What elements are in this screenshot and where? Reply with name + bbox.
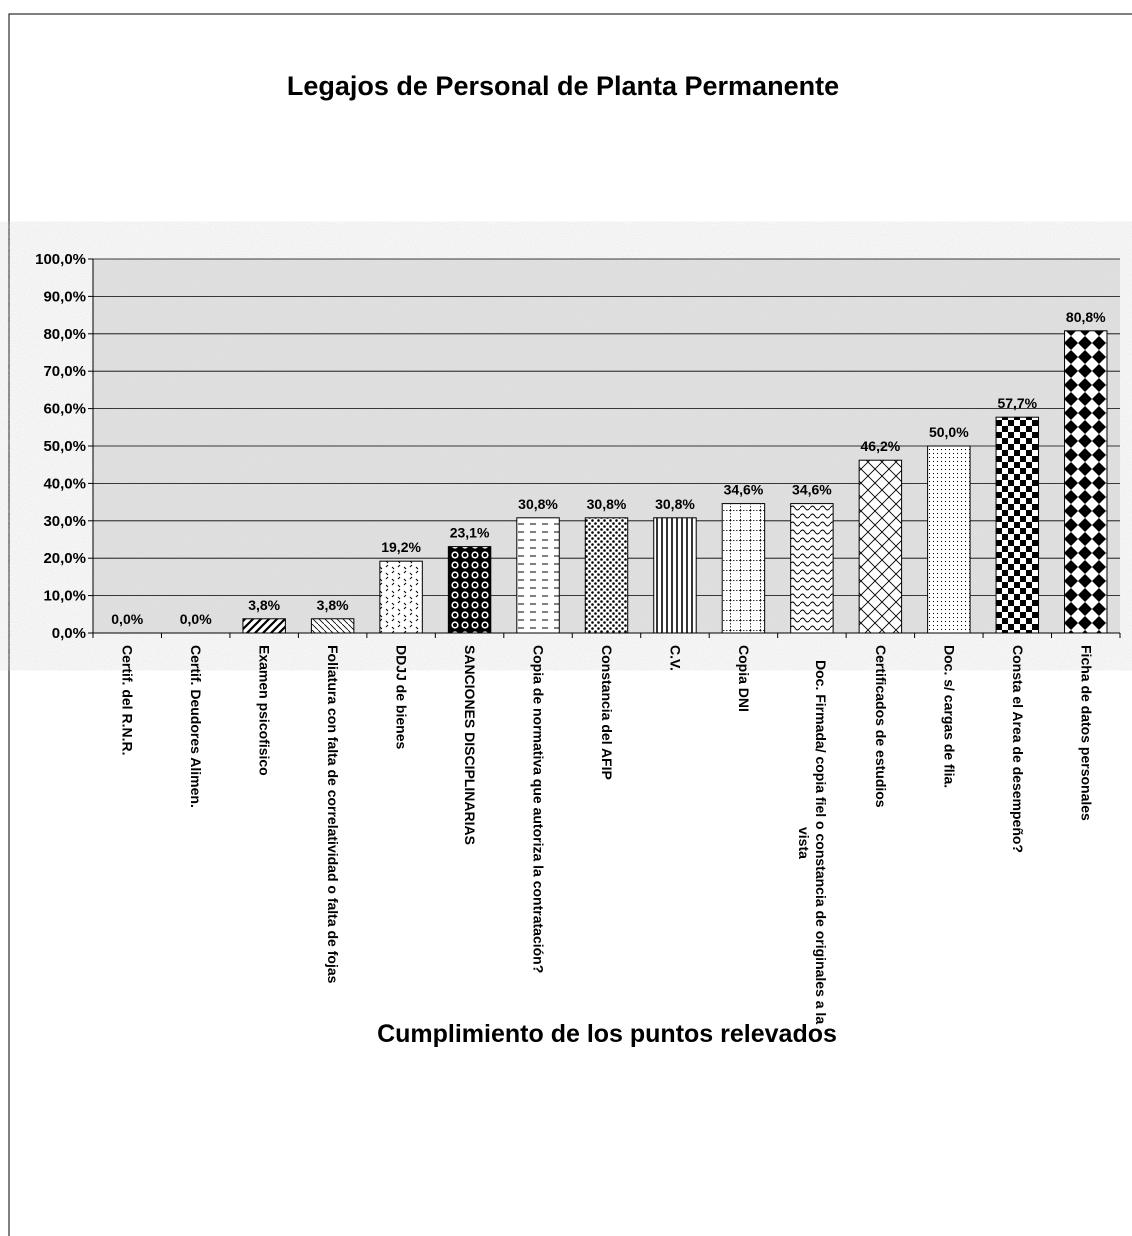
- value-label: 80,8%: [1066, 309, 1106, 325]
- bar: [858, 459, 903, 634]
- y-tick-label: 90,0%: [43, 288, 86, 305]
- y-tick-label: 30,0%: [43, 513, 86, 530]
- value-label: 30,8%: [518, 496, 558, 512]
- bar: [447, 546, 492, 634]
- bar: [242, 618, 286, 634]
- value-label: 50,0%: [929, 424, 969, 440]
- x-tick-label: DDJJ de bienes: [393, 645, 410, 750]
- value-label: 23,1%: [450, 525, 490, 541]
- x-tick-label: Certif. del R.N.R.: [119, 645, 136, 756]
- y-tick-label: 80,0%: [43, 326, 86, 343]
- x-tick-label: Certif. Deudores Alimen.: [188, 645, 205, 808]
- y-tick-label: 20,0%: [43, 550, 86, 567]
- bar: [721, 503, 766, 634]
- bar: [516, 517, 560, 634]
- x-axis-title: Cumplimiento de los puntos relevados: [377, 1020, 837, 1048]
- x-tick-label: Ficha de datos personales: [1078, 645, 1095, 821]
- y-tick-label: 60,0%: [43, 401, 86, 418]
- value-label: 3,8%: [317, 597, 349, 613]
- x-tick-label: Doc. s/ cargas de flia.: [941, 645, 958, 789]
- y-tick-label: 100,0%: [35, 251, 86, 268]
- value-label: 34,6%: [792, 482, 832, 498]
- x-tick-label: Copia de normativa que autoriza la contr…: [530, 645, 547, 974]
- value-label: 3,8%: [248, 597, 280, 613]
- x-tick-label: Doc. Firmada/ copia fiel o constancia de…: [795, 660, 829, 1025]
- value-label: 34,6%: [724, 482, 764, 498]
- bar: [1064, 330, 1108, 634]
- value-label: 30,8%: [655, 496, 695, 512]
- bar: [379, 560, 423, 634]
- x-tick-label: Foliatura con falta de correlatividad o …: [325, 645, 342, 984]
- chart-title: Legajos de Personal de Planta Permanente: [287, 71, 839, 101]
- value-label: 19,2%: [381, 539, 421, 555]
- x-tick-label: Examen psicofisico: [256, 645, 273, 776]
- bar: [310, 618, 355, 634]
- value-label: 0,0%: [180, 611, 212, 627]
- y-tick-label: 40,0%: [43, 475, 86, 492]
- y-tick-label: 10,0%: [43, 588, 86, 605]
- value-label: 30,8%: [587, 496, 627, 512]
- bar: [995, 416, 1040, 634]
- y-tick-label: 50,0%: [43, 438, 86, 455]
- x-tick-label: C.V.: [667, 645, 684, 671]
- value-label: 46,2%: [861, 438, 901, 454]
- bar: [790, 503, 834, 634]
- x-tick-label: Consta el Area de desempeño?: [1009, 645, 1026, 853]
- x-tick-label: Constancia del AFIP: [599, 645, 615, 780]
- x-tick-label: Copia DNI: [735, 645, 752, 712]
- bar: [584, 517, 629, 634]
- value-label: 0,0%: [111, 611, 143, 627]
- y-tick-label: 0,0%: [52, 625, 86, 642]
- value-label: 57,7%: [997, 395, 1037, 411]
- bar: [927, 445, 971, 634]
- x-tick-label: SANCIONES DISCIPLINARIAS: [462, 645, 479, 845]
- bar: [653, 517, 697, 634]
- x-tick-label: Certificados de estudios: [872, 645, 889, 808]
- y-tick-label: 70,0%: [43, 363, 86, 380]
